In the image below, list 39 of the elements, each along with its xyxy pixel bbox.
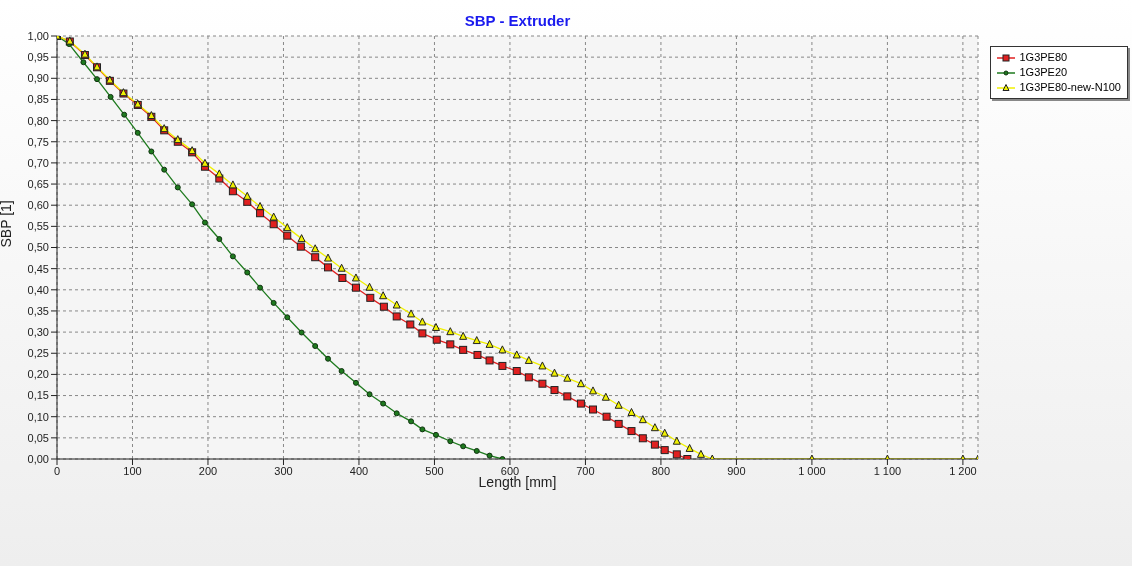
x-tick-label: 0: [53, 464, 61, 477]
y-tick-label: 0,45: [27, 262, 49, 275]
y-tick-label: 0,25: [27, 347, 49, 360]
y-tick-label: 0,00: [27, 452, 49, 465]
legend-label: 1G3PE80: [1019, 50, 1068, 65]
y-tick-label: 0,55: [27, 220, 49, 233]
x-tick-label: 600: [500, 464, 520, 477]
y-tick-label: 0,20: [27, 368, 49, 381]
y-axis-title: SBP [1]: [0, 200, 14, 248]
y-tick-label: 0,95: [27, 51, 49, 64]
y-tick-label: 0,60: [27, 199, 49, 212]
y-tick-label: 0,50: [27, 241, 49, 254]
y-tick-label: 0,70: [27, 156, 49, 169]
legend-label: 1G3PE20: [1019, 65, 1068, 80]
x-tick-label: 900: [727, 464, 746, 477]
y-tick-label: 0,65: [27, 177, 49, 190]
y-tick-label: 0,35: [27, 304, 49, 317]
x-tick-label: 100: [123, 464, 142, 477]
y-tick-label: 0,15: [27, 389, 49, 402]
y-tick-label: 0,90: [27, 72, 49, 85]
y-tick-label: 0,30: [27, 326, 49, 339]
x-tick-label: 500: [425, 464, 444, 477]
x-tick-label: 300: [274, 464, 293, 477]
y-tick-label: 1,00: [27, 29, 49, 42]
x-tick-label: 700: [576, 464, 595, 477]
legend-label: 1G3PE80-new-N100: [1019, 80, 1121, 95]
y-tick-label: 0,10: [27, 410, 49, 423]
x-tick-label: 1 000: [798, 464, 826, 477]
x-tick-label: 800: [651, 464, 671, 477]
x-tick-label: 400: [349, 464, 369, 477]
x-tick-label: 1 100: [873, 464, 902, 477]
y-tick-label: 0,80: [27, 114, 49, 127]
chart-title: SBP - Extruder: [463, 12, 572, 29]
y-tick-label: 0,05: [27, 431, 49, 444]
y-tick-label: 0,75: [27, 135, 49, 148]
y-tick-label: 0,40: [27, 283, 49, 296]
x-tick-label: 1 200: [949, 464, 977, 477]
y-tick-label: 0,85: [27, 93, 49, 106]
x-tick-label: 200: [198, 464, 218, 477]
